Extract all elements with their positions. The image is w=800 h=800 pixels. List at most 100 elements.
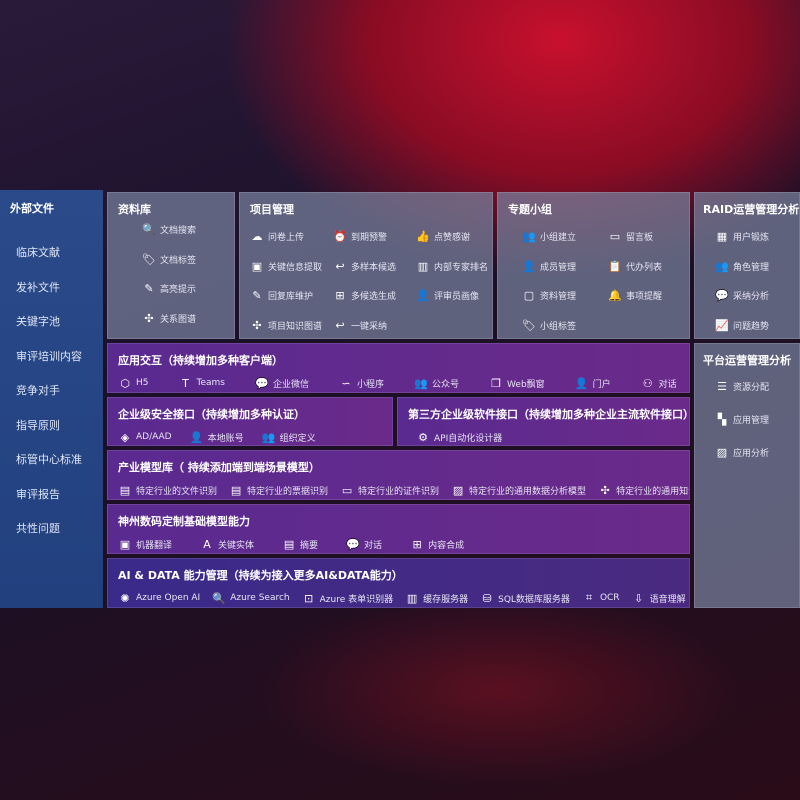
list-item[interactable]: ✎ 高亮提示 [142,282,196,295]
list-item[interactable]: 👥 公众号 [414,376,459,390]
list-item[interactable]: 🔍 文档搜索 [142,223,196,236]
list-item[interactable]: ✣ 项目知识图谱 [250,319,322,332]
list-item[interactable]: 💬 企业微信 [255,376,309,390]
sidebar-item[interactable]: 审评报告 [16,487,60,501]
list-item[interactable]: ▨ 特定行业的通用数据分析模型 [451,483,586,497]
item-label: 对话 [364,540,383,551]
chat-icon: ⚇ [642,376,653,390]
reply-icon: ↩ [335,259,345,273]
list-item[interactable]: 👤 评审员画像 [416,289,479,302]
raid-analysis-panel: RAID运营管理分析 ▦ 用户锻炼 👥 角色管理 💬 采纳分析 📈 问题趋势 [694,192,800,339]
list-item[interactable]: ⚇ 对话 [641,376,677,390]
list-item[interactable]: ▨ 应用分析 [715,446,769,459]
app-interaction-panel: 应用交互（持续增加多种客户端） ⬡ H5 T Teams 💬 企业微信 ∽ 小程序 👥 公众号 ❐ We… [107,343,690,393]
list-item[interactable]: 👤 门户 [575,376,611,390]
receipt-icon: ▤ [230,483,242,497]
graph-icon: ✣ [144,311,154,325]
list-item[interactable]: ▢ 资料管理 [522,289,576,302]
cache-server-icon: ▥ [406,591,418,605]
sidebar-item[interactable]: 竞争对手 [16,384,60,397]
sidebar-item[interactable]: 共性问题 [16,522,60,535]
list-item[interactable]: ▥ 内部专家排名 [416,260,488,273]
item-label: AD/AAD [136,432,172,442]
list-item[interactable]: 📈 问题趋势 [715,319,769,332]
list-item[interactable]: ▚ 应用管理 [715,413,769,426]
list-item[interactable]: 📋 代办列表 [608,260,662,273]
list-item[interactable]: ⊞ 多候选生成 [333,289,396,302]
list-item[interactable]: ▤ 特定行业的文件识别 [118,483,217,497]
list-item[interactable]: ☁ 问卷上传 [250,230,305,243]
list-item[interactable]: ▣ 关键信息提取 [250,260,322,273]
list-item[interactable]: 🏷 小组标签 [522,319,576,332]
list-item[interactable]: ▭ 留言板 [608,230,653,243]
panel-title: 平台运营管理分析 [703,354,791,367]
panel-title: RAID运营管理分析 [703,203,800,216]
list-item[interactable]: ↩ 多样本候选 [333,260,396,273]
sidebar-item[interactable]: 标管中心标准 [16,453,82,466]
miniprogram-icon: ∽ [341,376,351,390]
list-item[interactable]: ⚙ API自动化设计器 [416,430,502,444]
list-item[interactable]: ⏰ 到期预警 [333,230,387,243]
list-item[interactable]: ▦ 用户锻炼 [715,230,769,243]
list-item[interactable]: ⇩ 语音理解 [632,591,686,605]
sidebar-item[interactable]: 指导原则 [16,418,60,432]
item-label: Web飘窗 [507,379,545,390]
list-item[interactable]: A 关键实体 [200,537,254,551]
list-item[interactable]: 👤 本地账号 [190,430,244,444]
trend-icon: 📈 [715,318,729,332]
item-label: 问卷上传 [268,233,305,243]
group-icon: 👥 [522,230,536,243]
list-item[interactable]: ⊡ Azure 表单识别器 [302,591,393,605]
panel-title: 企业级安全接口（持续增加多种认证） [118,408,305,421]
list-item[interactable]: 👥 小组建立 [522,230,576,243]
list-item[interactable]: 💬 采纳分析 [715,289,769,302]
list-item[interactable]: 🏷 文档标签 [142,253,196,266]
list-item[interactable]: ▤ 特定行业的票据识别 [229,483,328,497]
list-item[interactable]: ⬡ H5 [118,376,149,390]
analytics-icon: ▨ [716,446,728,459]
list-item[interactable]: ✣ 关系图谱 [142,312,196,325]
translate-icon: ▣ [119,537,131,551]
list-item[interactable]: ☰ 资源分配 [715,380,769,393]
ocr-icon: ⌗ [585,591,593,604]
list-item[interactable]: ✺ Azure Open AI [118,591,200,605]
item-label: 问题趋势 [733,321,770,332]
sidebar-item[interactable]: 审评培训内容 [16,349,82,363]
list-item[interactable]: 👤 成员管理 [522,260,576,273]
list-item[interactable]: T Teams [179,376,225,390]
item-label: H5 [136,378,149,388]
list-item[interactable]: ⊞ 内容合成 [410,537,464,551]
list-item[interactable]: 🔔 事项提醒 [608,289,662,302]
item-label: 多候选生成 [351,292,397,302]
item-label: 公众号 [432,379,460,390]
item-label: OCR [599,593,620,603]
item-label: 缓存服务器 [423,594,469,605]
list-item[interactable]: 💬 对话 [346,537,382,551]
teams-icon: T [182,376,189,390]
list-item[interactable]: ◈ AD/AAD [118,430,172,444]
list-item[interactable]: 🔍 Azure Search [212,591,289,605]
list-item[interactable]: ❐ Web飘窗 [489,376,545,390]
alarm-icon: ⏰ [333,230,347,243]
sidebar-item[interactable]: 发补文件 [16,280,60,294]
list-item[interactable]: ⛁ SQL数据库服务器 [480,591,570,605]
organization-icon: 👥 [261,430,276,444]
item-label: 回复库维护 [268,292,314,302]
list-item[interactable]: ✣ 特定行业的通用知识图谱模型 [598,483,689,497]
list-item[interactable]: ⌗ OCR [582,591,620,605]
list-item[interactable]: ▤ 摘要 [282,537,318,551]
list-item[interactable]: 👥 角色管理 [715,260,769,273]
item-label: 资料管理 [540,292,577,302]
list-item[interactable]: ▥ 缓存服务器 [405,591,468,605]
list-item[interactable]: ▣ 机器翻译 [118,537,172,551]
list-item[interactable]: ▭ 特定行业的证件识别 [340,483,439,497]
list-item[interactable]: ↩ 一键采纳 [333,319,387,332]
list-item[interactable]: 👥 组织定义 [262,430,316,444]
item-label: API自动化设计器 [434,433,503,444]
project-management-panel: 项目管理 ☁ 问卷上传 ⏰ 到期预警 👍 点赞感谢 ▣ 关键信息提取 ↩ 多样本候选 ▥ 内部专家排名 ✎… [239,192,493,339]
list-item[interactable]: ✎ 回复库维护 [250,289,313,302]
sidebar-item[interactable]: 关键字池 [16,315,60,328]
sidebar-item[interactable]: 临床文献 [16,246,60,259]
list-item[interactable]: 👍 点赞感谢 [416,230,470,243]
list-item[interactable]: ∽ 小程序 [339,376,384,390]
